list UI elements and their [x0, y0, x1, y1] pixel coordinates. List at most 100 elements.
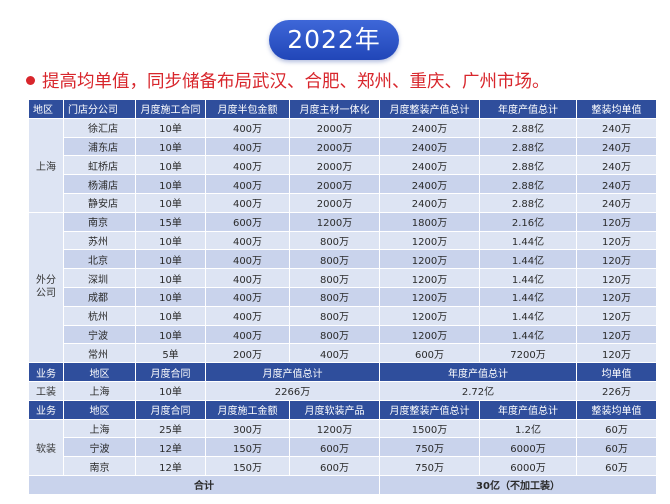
- table-row: 杭州 10单 400万 800万 1200万 1.44亿 120万: [29, 305, 657, 326]
- table-cell: 1.44亿: [479, 324, 577, 345]
- table-cell: 400万: [205, 136, 290, 157]
- header-cell: 月度产值总计: [205, 362, 380, 382]
- table-cell: 800万: [289, 324, 380, 345]
- store-cell: 静安店: [63, 192, 136, 213]
- header-cell: 地区: [63, 362, 136, 382]
- region-cell-shanghai: 上海: [28, 117, 64, 213]
- table-cell: 10单: [135, 305, 206, 326]
- header-cell: 年度产值总计: [379, 362, 577, 382]
- table-cell: 上海: [63, 418, 136, 439]
- table-row: 苏州 10单 400万 800万 1200万 1.44亿 120万: [29, 230, 657, 251]
- header-cell: 地区: [28, 99, 64, 119]
- table-row: 上海 徐汇店 10单 400万 2000万 2400万 2.88亿 240万: [28, 117, 657, 213]
- header-cell: 月度整装产值总计: [379, 399, 480, 420]
- table-row: 南京 12单 150万 600万 750万 6000万 60万: [29, 456, 657, 476]
- header-cell: 月度合同: [135, 362, 206, 382]
- table-cell: 2.88亿: [479, 155, 577, 176]
- table-cell: 120万: [576, 249, 657, 270]
- table-cell: 400万: [205, 174, 290, 194]
- store-cell: 徐汇店: [63, 117, 136, 138]
- table-row: 北京 10单 400万 800万 1200万 1.44亿 120万: [29, 249, 657, 270]
- table-cell: 60万: [576, 437, 657, 458]
- headline: 提高均单值，同步储备布局武汉、合肥、郑州、重庆、广州市场。: [26, 70, 656, 94]
- table-cell: 2.16亿: [479, 211, 577, 232]
- header-cell: 年度产值总计: [479, 99, 577, 119]
- table-cell: 2.88亿: [479, 117, 577, 138]
- table-cell: 800万: [289, 286, 380, 307]
- table-cell: 1200万: [379, 324, 480, 345]
- table-cell: 1.44亿: [479, 286, 577, 307]
- table-row: 虹桥店 10单 400万 2000万 2400万 2.88亿 240万: [29, 155, 657, 176]
- table-cell: 2000万: [289, 174, 380, 194]
- table-cell: 60万: [576, 456, 657, 476]
- table-cell: 10单: [135, 192, 206, 213]
- table-cell: 400万: [205, 286, 290, 307]
- table-cell: 15单: [135, 211, 206, 232]
- business-cell-ruanzhuang: 软装: [28, 418, 64, 476]
- store-cell: 苏州: [63, 230, 136, 251]
- table-cell: 120万: [576, 286, 657, 307]
- table-cell: 240万: [576, 155, 657, 176]
- table-cell: 1.44亿: [479, 230, 577, 251]
- table-cell: 240万: [576, 117, 657, 138]
- table-cell: 1200万: [379, 249, 480, 270]
- table-row: 软装 上海 25单 300万 1200万 1500万 1.2亿 60万: [28, 418, 657, 476]
- table-cell: 上海: [63, 380, 136, 401]
- table-cell: 1200万: [379, 268, 480, 288]
- table-cell: 1200万: [379, 286, 480, 307]
- table-cell: 1500万: [379, 418, 480, 439]
- ruanzhuang-header-row: 业务 地区 月度合同 月度施工金额 月度软装产品 月度整装产值总计 年度产值总计…: [28, 399, 657, 420]
- table-cell: 800万: [289, 230, 380, 251]
- header-cell: 月度施工合同: [135, 99, 206, 119]
- table-cell: 南京: [63, 456, 136, 476]
- header-cell: 年度产值总计: [479, 399, 577, 420]
- header-cell: 整装均单值: [576, 99, 657, 119]
- table-cell: 10单: [135, 155, 206, 176]
- table-cell: 1200万: [379, 305, 480, 326]
- table-cell: 宁波: [63, 437, 136, 458]
- table-cell: 800万: [289, 268, 380, 288]
- table-cell: 2400万: [379, 174, 480, 194]
- store-cell: 成都: [63, 286, 136, 307]
- table-cell: 2.88亿: [479, 192, 577, 213]
- header-cell: 均单值: [576, 362, 657, 382]
- table-cell: 600万: [289, 437, 380, 458]
- store-cell: 常州: [63, 343, 136, 364]
- table-cell: 12单: [135, 437, 206, 458]
- year-title: 2022年: [269, 20, 399, 60]
- table-cell: 25单: [135, 418, 206, 439]
- table-cell: 400万: [205, 324, 290, 345]
- header-cell: 月度软装产品: [289, 399, 380, 420]
- table-cell: 10单: [135, 268, 206, 288]
- store-cell: 杭州: [63, 305, 136, 326]
- table-cell: 10单: [135, 324, 206, 345]
- table-cell: 10单: [135, 136, 206, 157]
- table-cell: 2000万: [289, 117, 380, 138]
- table-row: 浦东店 10单 400万 2000万 2400万 2.88亿 240万: [29, 136, 657, 157]
- table-cell: 1.44亿: [479, 305, 577, 326]
- header-cell: 业务: [28, 399, 64, 420]
- table-cell: 120万: [576, 305, 657, 326]
- table-cell: 150万: [205, 456, 290, 476]
- table-cell: 400万: [205, 249, 290, 270]
- gongzhuang-header-row: 业务 地区 月度合同 月度产值总计 年度产值总计 均单值: [28, 362, 657, 382]
- store-cell: 深圳: [63, 268, 136, 288]
- table-cell: 5单: [135, 343, 206, 364]
- total-value: 30亿（不加工装）: [379, 474, 657, 495]
- table-cell: 1200万: [289, 211, 380, 232]
- table-cell: 400万: [289, 343, 380, 364]
- table-cell: 600万: [289, 456, 380, 476]
- table-cell: 1200万: [289, 418, 380, 439]
- table-cell: 2400万: [379, 192, 480, 213]
- table-row: 成都 10单 400万 800万 1200万 1.44亿 120万: [29, 286, 657, 307]
- headline-text: 提高均单值，同步储备布局武汉、合肥、郑州、重庆、广州市场。: [42, 72, 550, 92]
- table-cell: 400万: [205, 230, 290, 251]
- table-cell: 200万: [205, 343, 290, 364]
- table-cell: 120万: [576, 230, 657, 251]
- table-cell: 1200万: [379, 230, 480, 251]
- table-row: 常州 5单 200万 400万 600万 7200万 120万: [29, 343, 657, 364]
- store-cell: 北京: [63, 249, 136, 270]
- table-cell: 7200万: [479, 343, 577, 364]
- table-cell: 2.72亿: [379, 380, 577, 401]
- table-row: 工装 上海 10单 2266万 2.72亿 226万: [28, 380, 657, 401]
